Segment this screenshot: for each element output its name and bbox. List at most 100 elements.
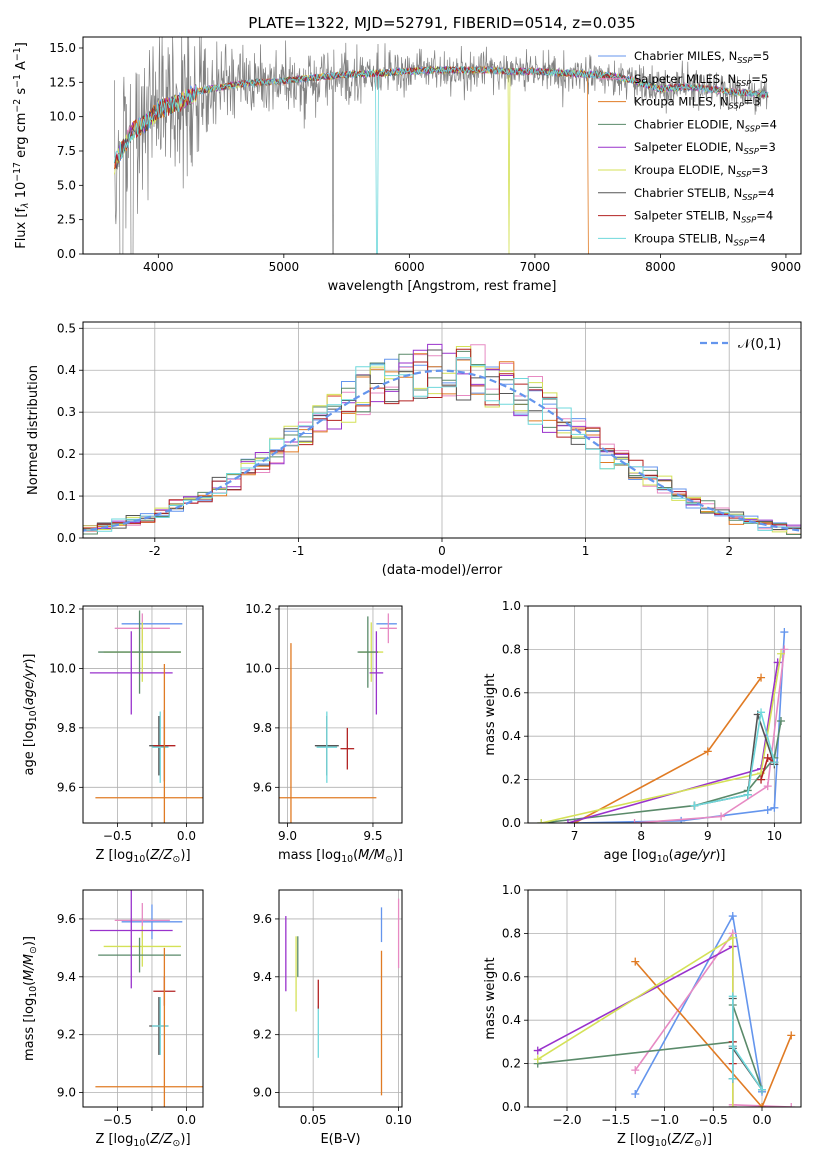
y-tick-label: 9.2 (57, 1028, 76, 1042)
x-tick-label: −0.5 (699, 1113, 728, 1127)
axes-spectrum: 4000 5000 6000 7000 8000 9000 0.0 2.5 5.0 7.5 10.0… (12, 36, 802, 294)
x-tick-label: 9.5 (363, 829, 382, 843)
x-tick-label: 5000 (269, 260, 300, 274)
legend-entry: Salpeter ELODIE, NSSP=3 (634, 140, 776, 156)
y-tick-label: 7.5 (57, 144, 76, 158)
y-tick-label: 15.0 (49, 41, 76, 55)
x-tick-label: 7000 (520, 260, 551, 274)
model-spectrum-line (114, 66, 769, 254)
weight-point-marker (773, 658, 782, 667)
model-spectrum-line (114, 65, 769, 169)
weight-point-marker (758, 1085, 766, 1094)
weight-series-line (537, 1004, 763, 1090)
plot-area (279, 613, 397, 823)
y-tick-label: 9.6 (57, 912, 76, 926)
axes-mass_vs_ebv: 0.05 0.10 9.0 9.2 9.4 9.6 E(B-V) (253, 889, 412, 1147)
x-axis-label: mass [log10(M/M⊙)] (278, 848, 403, 865)
y-tick-label: 1.0 (502, 599, 521, 613)
x-tick-label: 7 (571, 829, 579, 843)
plot-area (89, 890, 203, 1107)
y-tick-label: 0.5 (57, 321, 76, 335)
x-axis-label: Z [log10(Z/Z⊙)] (95, 848, 190, 865)
weight-point-marker (743, 790, 752, 799)
y-tick-label: 9.8 (57, 721, 76, 735)
y-tick-label: 9.4 (253, 970, 272, 984)
y-tick-label: 9.6 (57, 780, 76, 794)
weight-point-marker (717, 812, 726, 821)
axes-frame (82, 605, 204, 824)
x-tick-label: 0.0 (752, 1113, 771, 1127)
x-tick-label: −0.5 (103, 829, 132, 843)
y-tick-label: 0.1 (57, 489, 76, 503)
weight-point-marker (758, 1103, 766, 1107)
legend-entry: Salpeter MILES, NSSP=5 (634, 72, 768, 88)
axes-frame (82, 36, 802, 255)
x-tick-label: -1 (292, 544, 304, 558)
weight-point-marker (777, 717, 786, 726)
weight-point-marker (533, 1055, 542, 1064)
y-tick-label: 10.0 (49, 110, 76, 124)
weight-series-line (567, 662, 779, 823)
y-tick-label: 0.6 (502, 970, 521, 984)
y-tick-label: 9.8 (253, 721, 272, 735)
legend-entry: Chabrier STELIB, NSSP=4 (634, 186, 774, 202)
y-tick-label: 9.4 (57, 970, 76, 984)
legend: Chabrier MILES, NSSP=5 Salpeter MILES, NS… (598, 49, 777, 247)
weight-point-marker (757, 775, 766, 784)
y-axis-label: Flux [fλ 10−17 erg cm−2 s−1 A−1] (12, 42, 31, 249)
x-axis-label: Z [log10(Z/Z⊙)] (95, 1132, 190, 1149)
x-tick-label: −1.5 (601, 1113, 630, 1127)
x-tick-label: 0.05 (300, 1113, 327, 1127)
weight-series-line (634, 961, 793, 1107)
weight-point-marker (728, 1042, 737, 1051)
x-tick-label: 0 (438, 544, 446, 558)
legend-entry: Salpeter STELIB, NSSP=4 (634, 209, 773, 225)
weight-point-marker (630, 819, 639, 823)
plot-area (89, 610, 203, 823)
axes-mass_vs_Z: −0.5 0.0 9.0 9.2 9.4 9.6 Z [log10(Z/Z⊙)] mass [… (22, 889, 204, 1149)
weight-point-marker (757, 673, 766, 682)
x-tick-label: 4000 (143, 260, 174, 274)
legend: 𝒩(0,1) (700, 337, 781, 352)
legend-entry: Chabrier MILES, NSSP=5 (634, 49, 769, 65)
x-axis-label: E(B-V) (320, 1132, 360, 1147)
weight-point-marker (690, 801, 699, 810)
y-tick-label: 10.2 (245, 602, 272, 616)
weight-point-marker (763, 805, 772, 814)
weight-point-marker (777, 649, 786, 658)
plot-area (285, 898, 400, 1096)
y-tick-label: 0.0 (57, 531, 76, 545)
y-tick-label: 9.0 (57, 1086, 76, 1100)
y-tick-label: 10.2 (49, 602, 76, 616)
y-tick-label: 0.0 (57, 247, 76, 261)
y-tick-label: 9.2 (253, 1028, 272, 1042)
axes-frame (82, 889, 204, 1108)
y-tick-label: 0.3 (57, 405, 76, 419)
y-axis-label: mass [log10(M/M⊙)] (22, 936, 39, 1061)
y-tick-label: 0.2 (57, 447, 76, 461)
weight-point-marker (757, 708, 766, 717)
x-tick-label: 0.0 (177, 829, 196, 843)
legend-entry: Kroupa STELIB, NSSP=4 (634, 231, 766, 247)
y-tick-label: 0.2 (502, 1057, 521, 1071)
figure-title: PLATE=1322, MJD=52791, FIBERID=0514, z=0… (248, 14, 635, 32)
y-tick-label: 9.6 (253, 912, 272, 926)
weight-point-marker (728, 992, 737, 1001)
x-axis-label: age [log10(age/yr)] (603, 848, 725, 865)
legend-entry: Chabrier ELODIE, NSSP=4 (634, 117, 777, 133)
y-tick-label: 9.6 (253, 780, 272, 794)
weight-point-marker (763, 782, 772, 791)
weight-series-line (694, 712, 776, 807)
plot-area (114, 37, 769, 254)
weight-series-line (634, 649, 786, 823)
weight-point-marker (763, 753, 772, 762)
weight-series-line (574, 677, 762, 823)
weight-point-marker (770, 758, 779, 767)
weight-point-marker (537, 819, 546, 823)
y-tick-label: 9.0 (253, 1086, 272, 1100)
plot-area (537, 628, 789, 823)
x-tick-label: 6000 (394, 260, 425, 274)
x-tick-label: 9 (704, 829, 712, 843)
y-tick-label: 10.0 (49, 661, 76, 675)
weight-point-marker (631, 1089, 640, 1098)
